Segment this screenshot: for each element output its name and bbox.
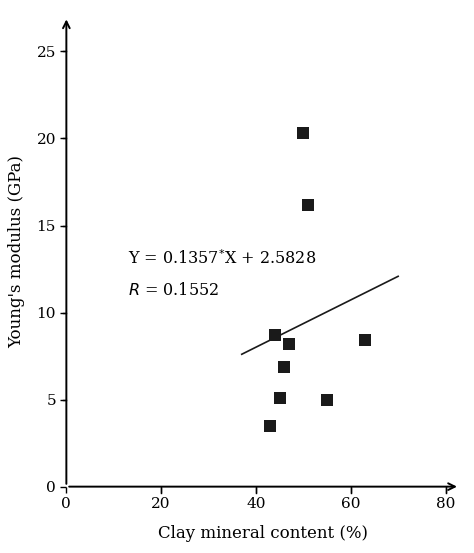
Point	[285, 340, 293, 348]
Point	[361, 336, 369, 345]
X-axis label: Clay mineral content (%): Clay mineral content (%)	[158, 525, 368, 542]
Point	[276, 393, 283, 402]
Point	[304, 200, 312, 209]
Point	[323, 395, 331, 404]
Point	[266, 421, 274, 430]
Point	[300, 129, 307, 138]
Text: Y = 0.1357$^{*}$X + 2.5828: Y = 0.1357$^{*}$X + 2.5828	[128, 249, 316, 268]
Y-axis label: Young's modulus (GPa): Young's modulus (GPa)	[9, 155, 25, 348]
Text: $\mathit{R}$ = 0.1552: $\mathit{R}$ = 0.1552	[128, 282, 219, 299]
Point	[271, 331, 279, 340]
Point	[281, 362, 288, 371]
